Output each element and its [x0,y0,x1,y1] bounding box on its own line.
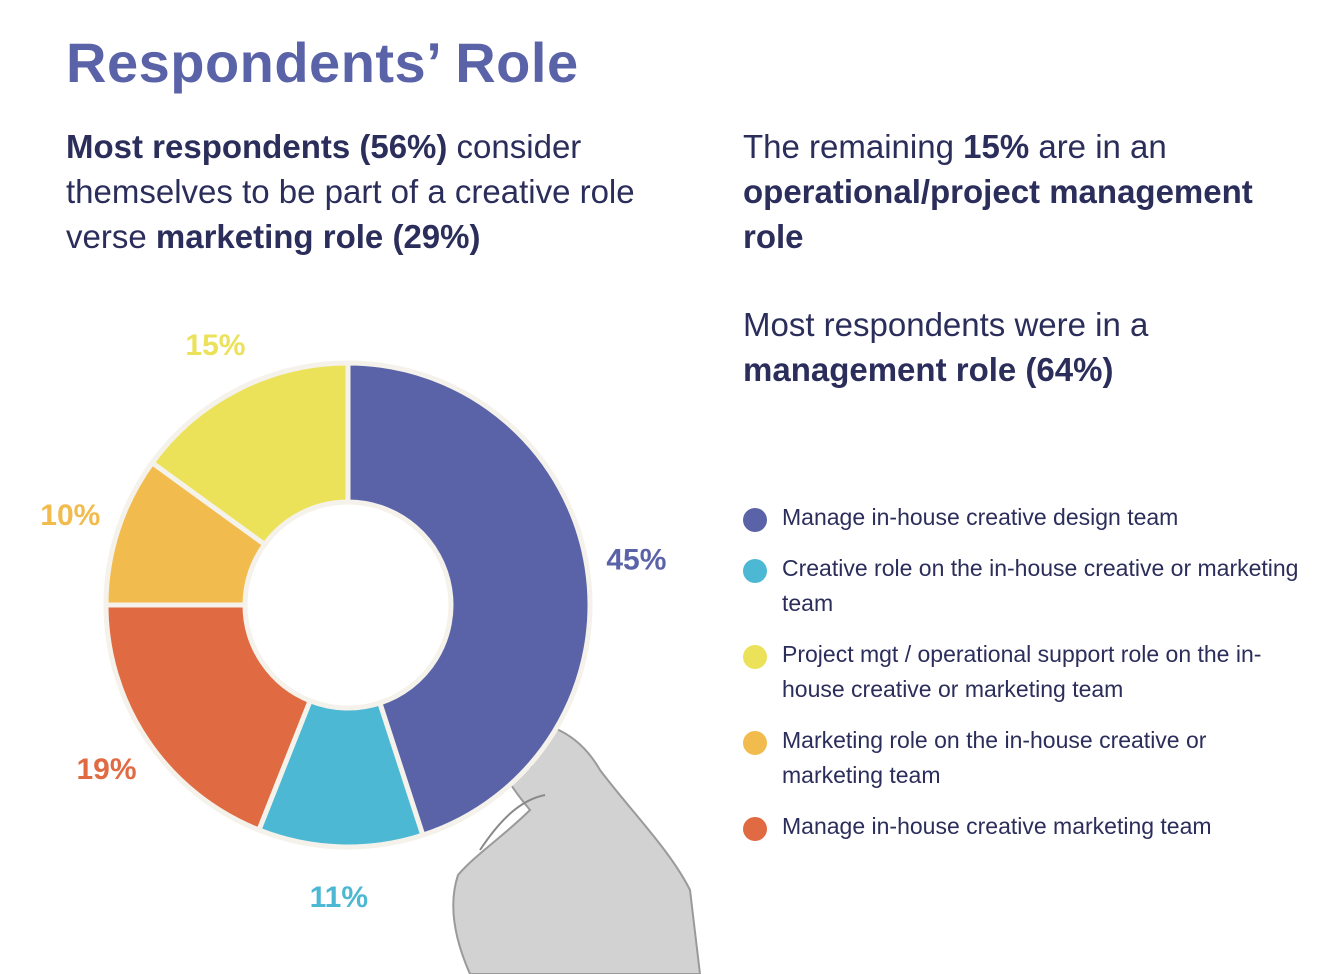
legend-swatch [743,645,767,669]
summary-left: Most respondents (56%) consider themselv… [66,124,666,259]
summary-right-management: Most respondents were in a management ro… [743,302,1303,392]
summary-right-2-bold-1: management role (64%) [743,351,1114,388]
chart-legend: Manage in-house creative design team Crea… [743,500,1303,860]
summary-right-2-text-1: Most respondents were in a [743,306,1149,343]
donut-slice-1 [345,360,593,839]
summary-right-1-bold-2: operational/project management role [743,173,1253,255]
legend-label: Marketing role on the in-house creative … [782,727,1207,788]
donut-chart: 45% 11% 19% 10% 15% [40,330,702,974]
data-label-2: 11% [310,881,368,914]
legend-item: Creative role on the in-house creative o… [743,551,1303,621]
summary-right-1-text-2: are in an [1029,128,1167,165]
data-label-5: 15% [185,330,245,362]
legend-item: Manage in-house creative design team [743,500,1303,535]
data-label-4: 10% [40,499,100,532]
summary-right-1-bold-1: 15% [963,128,1030,165]
legend-label: Project mgt / operational support role o… [782,641,1262,702]
chart-data-labels: 45% 11% 19% 10% 15% [40,330,666,914]
summary-left-bold-2: marketing role (29%) [155,218,481,255]
legend-swatch [743,508,767,532]
legend-label: Creative role on the in-house creative o… [782,555,1299,616]
chart-slices [103,360,593,850]
summary-left-bold-1: Most respondents (56%) [66,128,448,165]
legend-label: Manage in-house creative marketing team [782,813,1212,839]
legend-item: Marketing role on the in-house creative … [743,723,1303,793]
summary-left-text-1: consider themselves to be part of a crea… [66,128,635,255]
legend-swatch [743,817,767,841]
donut-slice-5 [148,360,351,548]
page-title: Respondents’ Role [66,31,579,94]
donut-slice-3 [103,602,314,834]
legend-label: Manage in-house creative design team [782,504,1179,530]
legend-item: Manage in-house creative marketing team [743,809,1303,844]
data-label-1: 45% [606,543,666,576]
legend-swatch [743,559,767,583]
summary-right-operational: The remaining 15% are in an operational/… [743,124,1303,259]
data-label-3: 19% [76,753,136,786]
summary-right-1-text-1: The remaining [743,128,964,165]
legend-item: Project mgt / operational support role o… [743,637,1303,707]
legend-swatch [743,731,767,755]
